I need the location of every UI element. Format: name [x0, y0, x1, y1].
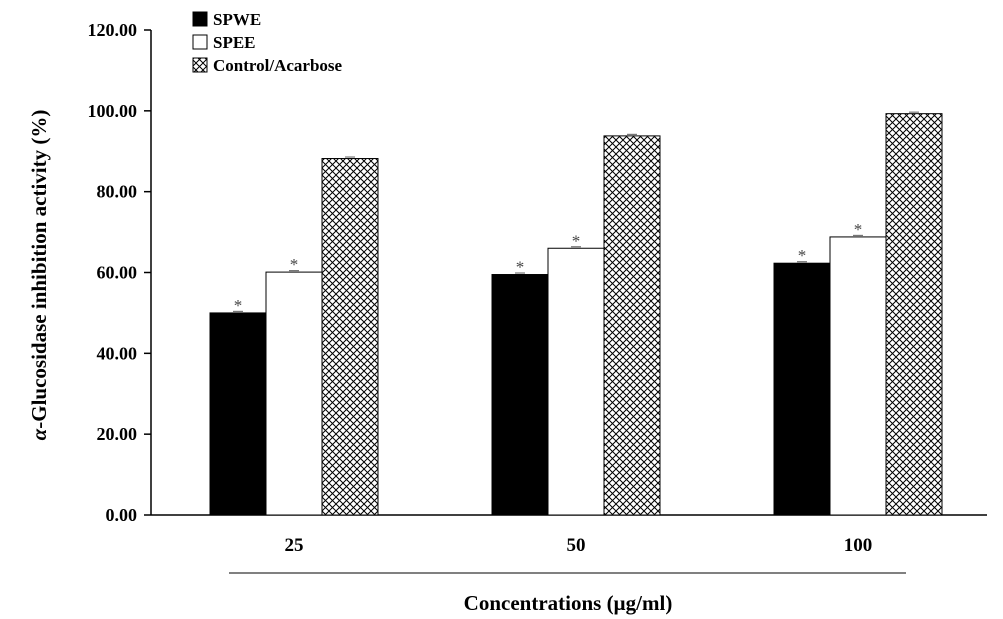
legend-swatch: [192, 11, 208, 27]
y-tick-label: 40.00: [97, 343, 138, 363]
bar-spee-100: [829, 236, 887, 516]
significance-star: *: [290, 255, 299, 274]
bars: * * * * * *: [209, 111, 943, 516]
legend: SPWE SPEE Control/Acarbose: [192, 10, 343, 75]
significance-star: *: [572, 231, 581, 250]
bar-control-acarbose-50: [603, 135, 661, 516]
y-tick-label: 120.00: [88, 20, 138, 40]
y-tick-label: 100.00: [88, 101, 138, 121]
y-ticks: 0.00 20.00 40.00 60.00 80.00 100.00 120.00: [88, 20, 151, 525]
bar-spwe-50: [491, 274, 549, 516]
y-tick-label: 60.00: [97, 263, 138, 283]
legend-label: Control/Acarbose: [213, 56, 343, 75]
category-labels: 25 50 100: [285, 535, 873, 556]
bar-spwe-25: [209, 312, 267, 516]
y-tick-label: 0.00: [106, 505, 138, 525]
bar-spee-25: [265, 271, 323, 516]
y-tick-label: 80.00: [97, 182, 138, 202]
bar-control-acarbose-100: [885, 113, 943, 516]
y-axis-title-text: -Glucosidase inhibition activity (%): [27, 110, 51, 429]
bar-spee-50: [547, 247, 605, 516]
category-label: 25: [285, 535, 304, 556]
category-label: 50: [567, 535, 586, 556]
x-axis-title: Concentrations (µg/ml): [464, 591, 673, 615]
legend-swatch: [192, 34, 208, 50]
y-axis-title-alpha: α: [27, 428, 51, 440]
significance-star: *: [798, 246, 807, 265]
category-label: 100: [844, 535, 873, 556]
significance-star: *: [234, 296, 243, 315]
significance-star: *: [516, 258, 525, 277]
legend-label: SPEE: [213, 33, 256, 52]
legend-swatch: [192, 57, 208, 73]
y-tick-label: 20.00: [97, 424, 138, 444]
bar-control-acarbose-25: [321, 158, 379, 516]
legend-label: SPWE: [213, 10, 261, 29]
significance-star: *: [854, 220, 863, 239]
bar-spwe-100: [773, 262, 831, 516]
y-axis-title: α-Glucosidase inhibition activity (%): [27, 110, 51, 441]
